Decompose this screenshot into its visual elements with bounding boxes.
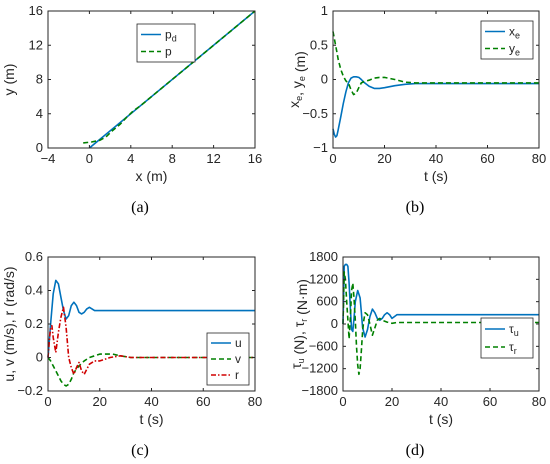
y-tick-label: 8	[36, 72, 43, 87]
x-tick-label: 60	[196, 394, 210, 409]
legend-box	[136, 23, 196, 63]
y-tick-label: 600	[316, 294, 338, 309]
legend-entry: τu	[509, 322, 519, 338]
x-tick-label: 40	[434, 394, 448, 409]
series-line-p-d-panel-0	[88, 10, 256, 149]
x-tick-label: 12	[206, 151, 220, 166]
y-tick-label: −0.2	[17, 383, 43, 398]
x-axis-label: x (m)	[136, 168, 168, 184]
y-tick-label: 0	[36, 350, 43, 365]
legend-entry: u	[235, 336, 242, 350]
x-tick-label: 60	[483, 394, 497, 409]
series-line-u-panel-2	[47, 279, 255, 358]
y-tick-label: −0.5	[302, 106, 328, 121]
y-tick-label: 0.2	[25, 316, 43, 331]
y-tick-label: 0	[36, 140, 43, 155]
x-tick-label: 4	[127, 151, 134, 166]
x-tick-label: 80	[532, 394, 546, 409]
legend-entry: xe	[509, 25, 520, 41]
y-tick-label: 12	[29, 37, 43, 52]
x-tick-label: 20	[385, 394, 399, 409]
x-tick-label: 20	[93, 394, 107, 409]
y-tick-label: 4	[36, 106, 43, 121]
legend: τu τr	[480, 317, 534, 359]
panel-label-d: (d)	[406, 442, 425, 459]
y-tick-label: 16	[29, 3, 43, 18]
x-tick-label: 40	[144, 394, 158, 409]
y-tick-label: 1	[321, 3, 328, 18]
series-line-v-panel-2	[47, 353, 255, 387]
x-axis-label: t (s)	[429, 411, 453, 427]
y-tick-label: 1800	[309, 249, 338, 264]
x-tick-label: 0	[86, 151, 93, 166]
legend-entry: v	[235, 352, 241, 366]
series-line-tau-u-panel-3	[342, 263, 539, 338]
panel-label-b: (b)	[406, 199, 425, 216]
legend-entry: τr	[509, 340, 517, 356]
series-line-p-panel-0	[83, 10, 256, 144]
chart-panel-3: 0 20 40 60 80 −1800 −1200 −600 0 600 1200 1800 t (s)…	[288, 249, 546, 427]
x-tick-label: 60	[480, 151, 494, 166]
series-line-y-e-panel-1	[332, 31, 539, 96]
y-tick-label: 0.4	[25, 283, 43, 298]
y-axis-label: xe, ye (m)	[286, 51, 308, 108]
y-tick-label: −1200	[301, 361, 338, 376]
x-tick-label: 8	[169, 151, 176, 166]
legend-entry: p	[165, 45, 172, 59]
legend: uvr	[206, 332, 250, 386]
y-tick-label: 0.5	[310, 37, 328, 52]
y-axis-label: u, v (m/s), r (rad/s)	[1, 266, 17, 381]
x-tick-label: 80	[532, 151, 546, 166]
x-axis-label: t (s)	[424, 168, 448, 184]
legend: pdp	[136, 23, 196, 63]
x-axis-label: t (s)	[139, 411, 163, 427]
y-tick-label: 0	[331, 316, 338, 331]
y-tick-label: −1	[313, 140, 328, 155]
chart-panel-2: 0 20 40 60 80−0.200.20.40.6t (s)u, v (m/s), …	[1, 249, 262, 427]
y-tick-label: 1200	[309, 271, 338, 286]
series-line-r-panel-2	[47, 306, 255, 376]
x-tick-label: 0	[339, 394, 346, 409]
y-tick-label: 0	[321, 72, 328, 87]
x-tick-label: 16	[248, 151, 262, 166]
panel-label-c: (c)	[131, 442, 149, 459]
x-tick-label: −4	[41, 151, 56, 166]
panel-label-a: (a)	[131, 199, 149, 216]
legend-box	[480, 20, 534, 60]
y-tick-label: −1800	[301, 383, 338, 398]
y-axis-label: y (m)	[1, 64, 17, 96]
y-tick-label: −600	[309, 338, 338, 353]
x-tick-label: 20	[377, 151, 391, 166]
y-axis-label: τu (N), τr (N·m)	[288, 279, 310, 369]
y-tick-label: 0.6	[25, 249, 43, 264]
legend-entry: pd	[165, 28, 177, 44]
x-tick-label: 40	[429, 151, 443, 166]
legend-entry: ye	[509, 42, 520, 58]
legend-box	[480, 317, 534, 359]
x-tick-label: 0	[329, 151, 336, 166]
legend-entry: r	[235, 368, 239, 382]
series-line-x-e-panel-1	[332, 76, 539, 138]
x-tick-label: 80	[248, 394, 262, 409]
x-tick-label: 0	[44, 394, 51, 409]
